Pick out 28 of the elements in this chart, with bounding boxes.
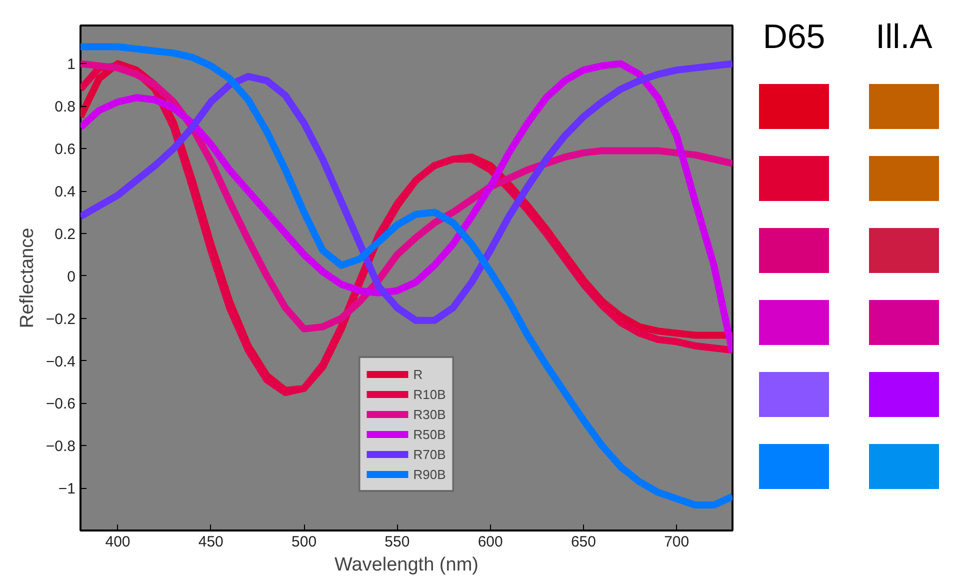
x-tick-label: 450	[198, 534, 224, 550]
legend-label: R70B	[413, 446, 446, 462]
legend-label: R30B	[413, 406, 446, 422]
y-tick-label: −0.4	[46, 353, 76, 370]
y-tick-label: −1	[58, 480, 76, 498]
y-tick-label: −0.6	[46, 396, 76, 413]
x-tick-label: 550	[384, 534, 410, 550]
x-axis-title: Wavelength (nm)	[334, 554, 478, 576]
x-tick-label: 700	[664, 534, 690, 550]
legend-label: R	[413, 366, 424, 382]
legend-label: R50B	[413, 426, 446, 442]
y-tick-label: 0.6	[54, 141, 76, 158]
x-tick-label: 500	[292, 534, 317, 550]
x-tick-label: 400	[105, 534, 130, 550]
category-label: Ill.A	[876, 17, 932, 57]
category-label: D65	[762, 17, 826, 57]
legend-label: R90B	[413, 466, 446, 482]
y-tick-label: 0.8	[54, 98, 76, 116]
x-tick-label: 650	[570, 534, 596, 550]
y-tick-label: 0.4	[54, 184, 76, 201]
y-tick-label: 1	[67, 56, 76, 74]
y-tick-label: −0.8	[46, 438, 76, 456]
y-tick-label: 0.2	[54, 226, 76, 243]
y-tick-label: 0	[67, 268, 76, 286]
y-tick-label: −0.2	[46, 310, 76, 328]
y-axis-title: Reflectance	[16, 228, 38, 328]
legend-label: R10B	[413, 386, 446, 402]
x-tick-label: 600	[478, 534, 503, 550]
